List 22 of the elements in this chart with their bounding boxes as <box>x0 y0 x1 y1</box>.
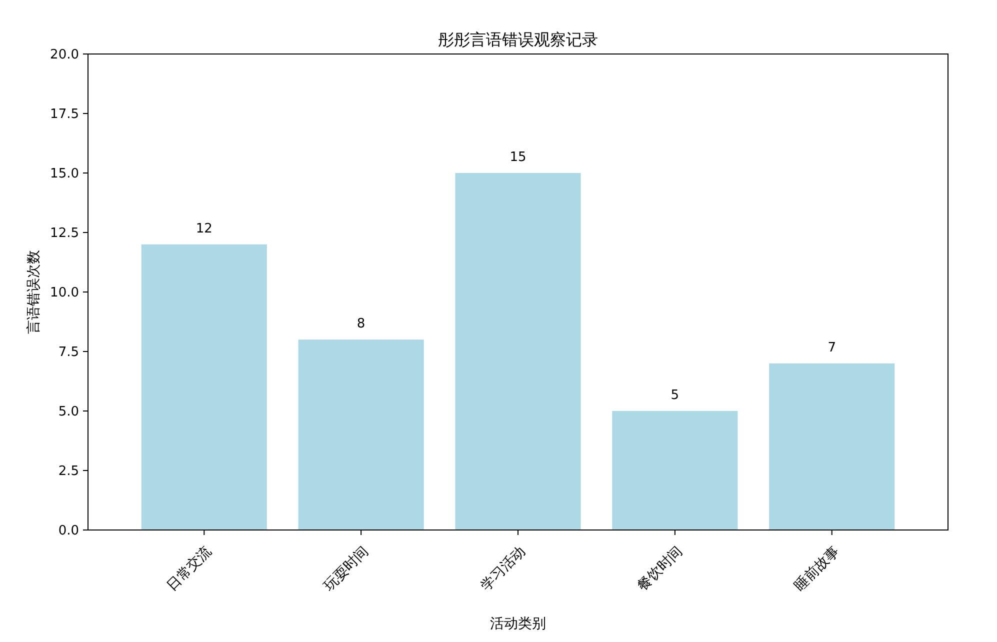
y-axis-title: 言语错误次数 <box>26 250 42 334</box>
y-tick-label: 12.5 <box>50 226 79 241</box>
y-tick-label: 0.0 <box>58 524 79 538</box>
x-tick-label: 学习活动 <box>478 543 529 594</box>
x-tick-label: 玩耍时间 <box>320 543 372 594</box>
y-tick-label: 20.0 <box>50 48 79 62</box>
data-label: 7 <box>828 340 836 356</box>
y-tick-label: 2.5 <box>58 464 79 479</box>
data-label: 15 <box>510 150 526 165</box>
y-tick-label: 17.5 <box>50 107 79 122</box>
y-tick-label: 5.0 <box>58 404 79 420</box>
y-tick-label: 7.5 <box>58 345 79 360</box>
x-tick-label: 睡前故事 <box>792 543 843 594</box>
y-tick-label: 10.0 <box>50 286 79 300</box>
y-tick-label: 15.0 <box>50 166 79 182</box>
chart-title: 彤彤言语错误观察记录 <box>438 30 598 49</box>
x-tick-label: 日常交流 <box>164 543 215 594</box>
data-label: 8 <box>356 316 366 332</box>
data-label: 5 <box>670 388 680 403</box>
x-axis-title: 活动类别 <box>490 616 546 632</box>
x-tick-label: 餐饮时间 <box>634 543 686 594</box>
data-label: 12 <box>196 221 212 236</box>
